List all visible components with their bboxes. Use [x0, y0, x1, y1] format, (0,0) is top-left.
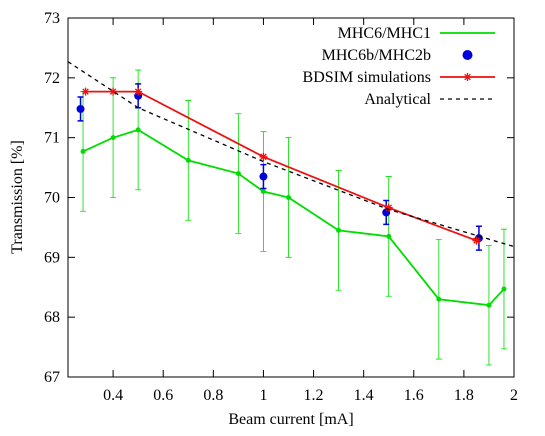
data-point	[134, 87, 143, 96]
legend-label: MHC6b/MHC2b	[322, 47, 431, 64]
y-tick-label: 69	[44, 249, 60, 266]
plot-frame	[67, 17, 515, 378]
series-line	[82, 128, 505, 307]
data-point	[110, 135, 116, 141]
data-point	[185, 157, 191, 163]
data-point	[436, 296, 442, 302]
data-point	[285, 195, 291, 200]
legend-swatch	[462, 50, 473, 60]
y-tick-label: 71	[44, 130, 60, 147]
legend-label: Analytical	[364, 91, 431, 108]
data-point	[109, 87, 118, 96]
x-tick-label: 1.6	[404, 387, 424, 404]
data-point	[259, 152, 268, 161]
data-point	[76, 104, 85, 113]
data-point	[472, 236, 481, 245]
data-point	[259, 172, 268, 181]
x-tick-label: 0.6	[153, 387, 173, 404]
x-tick-label: 1	[259, 387, 267, 404]
x-tick-label: 1.2	[304, 387, 324, 404]
x-tick-label: 1.4	[354, 387, 374, 404]
y-tick-label: 72	[44, 70, 60, 87]
data-point	[386, 233, 392, 239]
x-tick-label: 1.8	[454, 387, 474, 404]
x-axis-title: Beam current [mA]	[228, 411, 353, 428]
data-point	[80, 148, 86, 154]
legend-label: BDSIM simulations	[303, 69, 431, 86]
x-tick-label: 0.8	[203, 387, 223, 404]
x-tick-label: 0.4	[103, 387, 123, 404]
x-tick-label: 2	[510, 387, 518, 404]
data-point	[260, 189, 266, 195]
data-point	[235, 171, 241, 177]
y-tick-label: 67	[44, 369, 60, 386]
plot-area	[68, 61, 514, 366]
data-point	[384, 203, 393, 212]
data-point	[501, 286, 507, 292]
data-point	[135, 127, 141, 133]
y-axis-title: Transmission [%]	[9, 140, 26, 254]
legend-swatch	[463, 73, 472, 81]
series-line	[68, 61, 514, 248]
y-tick-label: 68	[44, 309, 60, 326]
data-point	[486, 302, 492, 308]
y-tick-label: 70	[44, 190, 60, 207]
data-point	[336, 227, 342, 233]
y-tick-label: 73	[44, 10, 60, 27]
legend-label: MHC6/MHC1	[338, 25, 431, 42]
data-point	[81, 87, 90, 96]
